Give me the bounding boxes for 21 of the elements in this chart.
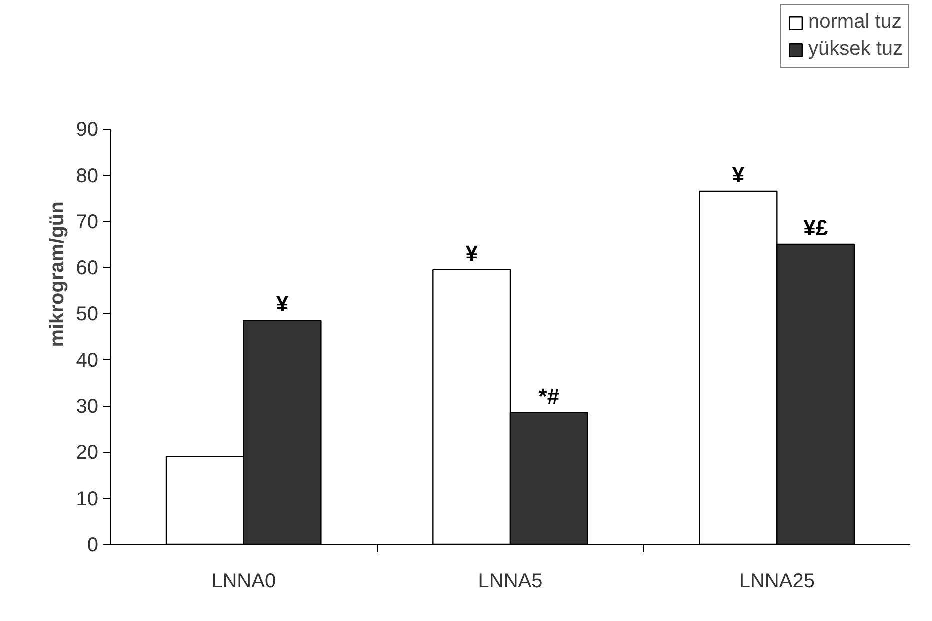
- annotation: ¥: [276, 292, 290, 317]
- y-tick-label: 40: [76, 350, 99, 372]
- x-tick-label: LNNA0: [212, 570, 276, 592]
- y-tick-label: 0: [87, 534, 98, 556]
- annotation: *#: [538, 384, 560, 409]
- annotation: ¥: [732, 162, 746, 188]
- x-tick-label: LNNA25: [739, 570, 815, 592]
- y-tick-label: 60: [76, 258, 99, 280]
- y-axis-title: mikrogram/gün: [46, 202, 68, 348]
- y-tick-label: 30: [76, 396, 99, 418]
- legend-label: normal tuz: [808, 11, 902, 34]
- y-tick-label: 10: [76, 488, 99, 510]
- legend-label: yüksek tuz: [808, 38, 903, 61]
- y-tick-label: 70: [76, 211, 99, 234]
- x-tick-label: LNNA5: [478, 570, 543, 592]
- y-tick-label: 20: [76, 442, 99, 464]
- y-tick-label: 50: [76, 304, 99, 326]
- y-tick-label: 80: [76, 165, 99, 188]
- annotation: ¥: [466, 240, 479, 266]
- y-tick-label: 90: [76, 119, 99, 142]
- annotation: ¥£: [804, 216, 829, 240]
